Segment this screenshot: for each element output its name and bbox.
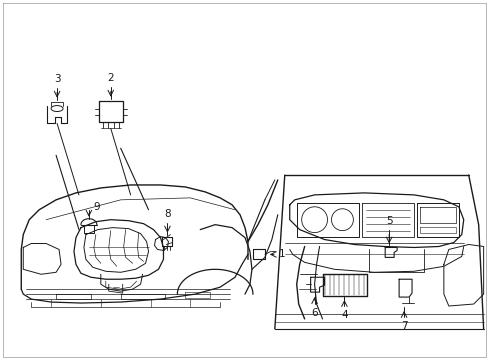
Text: 1: 1	[278, 249, 285, 260]
Text: 5: 5	[385, 216, 392, 226]
Text: 2: 2	[107, 73, 114, 83]
Text: 4: 4	[341, 310, 347, 320]
Text: 9: 9	[94, 202, 100, 212]
Text: 8: 8	[164, 209, 170, 219]
Text: 3: 3	[54, 74, 60, 84]
Text: 7: 7	[400, 321, 407, 331]
Text: 6: 6	[311, 308, 317, 318]
